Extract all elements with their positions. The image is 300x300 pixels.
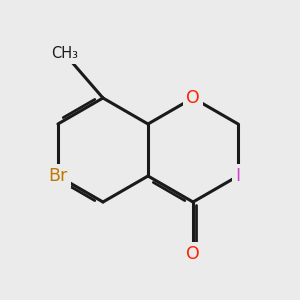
Text: O: O [186,245,200,263]
Text: I: I [236,167,241,185]
Text: CH₃: CH₃ [51,46,78,61]
Text: O: O [186,89,200,107]
Text: Br: Br [48,167,68,185]
